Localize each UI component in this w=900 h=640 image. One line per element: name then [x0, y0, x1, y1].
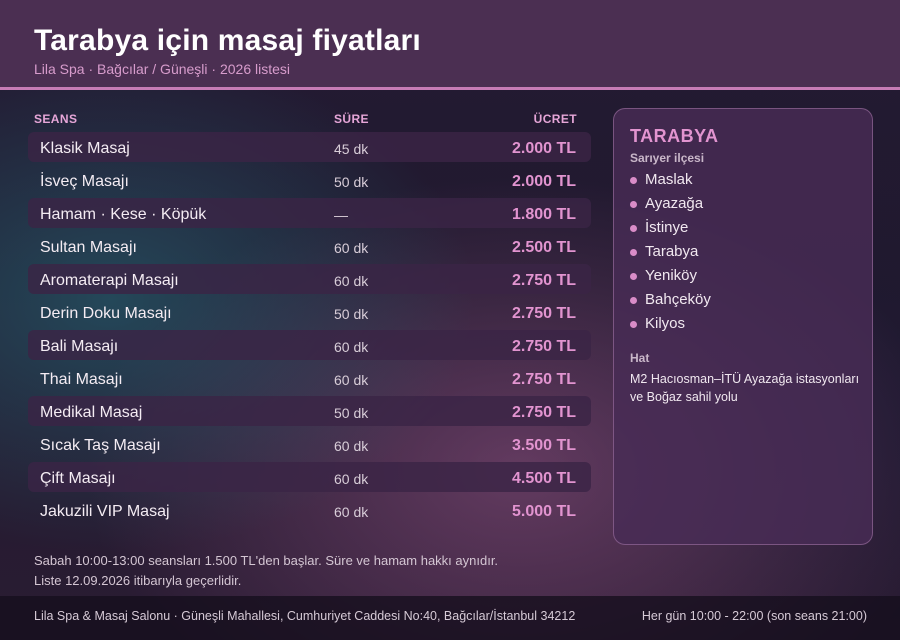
session-price: 2.750 TL: [511, 371, 576, 388]
session-name: Jakuzili VIP Masaj: [40, 503, 170, 520]
county-label: Sarıyer ilçesi: [630, 151, 705, 165]
bullet-icon: [630, 297, 637, 304]
table-row: Jakuzili VIP Masaj 60 dk 5.000 TL: [28, 495, 591, 528]
session-price: 2.000 TL: [511, 140, 576, 157]
bullet-icon: [630, 177, 637, 184]
list-item: Maslak: [630, 171, 711, 195]
session-duration: 60 dk: [334, 471, 369, 487]
session-price: 2.750 TL: [511, 338, 576, 355]
table-row: Sultan Masajı 60 dk 2.500 TL: [28, 231, 591, 264]
session-duration: 60 dk: [334, 438, 369, 454]
price-table: Klasik Masaj 45 dk 2.000 TL İsveç Masajı…: [28, 132, 591, 528]
district-info-panel: TARABYA Sarıyer ilçesi Maslak Ayazağa İs…: [613, 108, 873, 545]
session-duration: 60 dk: [334, 240, 369, 256]
table-row: Derin Doku Masajı 50 dk 2.750 TL: [28, 297, 591, 330]
neighborhood-name: Tarabya: [645, 243, 699, 260]
session-duration: 50 dk: [334, 405, 369, 421]
note-line: Sabah 10:00-13:00 seansları 1.500 TL'den…: [34, 553, 499, 568]
session-name: Sultan Masajı: [40, 239, 137, 256]
session-name: Klasik Masaj: [40, 140, 130, 157]
table-row: İsveç Masajı 50 dk 2.000 TL: [28, 165, 591, 198]
session-name: Hamam · Kese · Köpük: [40, 206, 207, 223]
session-price: 5.000 TL: [511, 503, 576, 520]
table-row: Aromaterapi Masajı 60 dk 2.750 TL: [28, 264, 591, 294]
footer-address: Lila Spa & Masaj Salonu · Güneşli Mahall…: [34, 609, 576, 623]
bullet-icon: [630, 201, 637, 208]
table-row: Hamam · Kese · Köpük — 1.800 TL: [28, 198, 591, 228]
column-header-price: ÜCRET: [533, 112, 577, 126]
session-price: 2.750 TL: [511, 272, 576, 289]
session-price: 4.500 TL: [511, 470, 576, 487]
bullet-icon: [630, 225, 637, 232]
session-name: Medikal Masaj: [40, 404, 143, 421]
session-name: Sıcak Taş Masajı: [40, 437, 161, 454]
footer-hours: Her gün 10:00 - 22:00 (son seans 21:00): [641, 609, 867, 623]
table-row: Bali Masajı 60 dk 2.750 TL: [28, 330, 591, 360]
transit-heading: Hat: [630, 351, 650, 365]
session-name: Bali Masajı: [40, 338, 119, 355]
session-price: 2.500 TL: [511, 239, 576, 256]
session-price: 2.750 TL: [511, 305, 576, 322]
column-header-duration: SÜRE: [334, 112, 369, 126]
session-name: Thai Masajı: [40, 371, 123, 388]
session-price: 1.800 TL: [511, 206, 576, 223]
list-item: Ayazağa: [630, 195, 711, 219]
session-duration: 45 dk: [334, 141, 369, 157]
neighborhood-list: Maslak Ayazağa İstinye Tarabya Yeniköy B…: [630, 171, 711, 339]
session-duration: 60 dk: [334, 504, 369, 520]
session-price: 2.000 TL: [511, 173, 576, 190]
page-subtitle: Lila Spa · Bağcılar / Güneşli · 2026 lis…: [34, 61, 291, 77]
neighborhood-name: Bahçeköy: [645, 291, 711, 308]
table-row: Çift Masajı 60 dk 4.500 TL: [28, 462, 591, 492]
page-footer: Lila Spa & Masaj Salonu · Güneşli Mahall…: [0, 596, 900, 640]
page-header: Tarabya için masaj fiyatları Lila Spa · …: [0, 0, 900, 90]
bullet-icon: [630, 249, 637, 256]
session-name: Aromaterapi Masajı: [40, 272, 179, 289]
session-duration: 60 dk: [334, 339, 369, 355]
district-name: TARABYA: [630, 126, 719, 146]
list-item: Yeniköy: [630, 267, 711, 291]
table-row: Sıcak Taş Masajı 60 dk 3.500 TL: [28, 429, 591, 462]
neighborhood-name: Kilyos: [645, 315, 686, 332]
page-title: Tarabya için masaj fiyatları: [34, 24, 421, 57]
list-item: Bahçeköy: [630, 291, 711, 315]
column-header-session: SEANS: [34, 112, 78, 126]
neighborhood-name: Yeniköy: [645, 267, 697, 284]
list-item: Tarabya: [630, 243, 711, 267]
note-line: Liste 12.09.2026 itibarıyla geçerlidir.: [34, 573, 242, 588]
session-duration: 50 dk: [334, 306, 369, 322]
bullet-icon: [630, 321, 637, 328]
session-duration: 60 dk: [334, 372, 369, 388]
bullet-icon: [630, 273, 637, 280]
session-price: 2.750 TL: [511, 404, 576, 421]
session-name: İsveç Masajı: [40, 173, 129, 190]
neighborhood-name: Maslak: [645, 171, 693, 188]
neighborhood-name: Ayazağa: [645, 195, 704, 212]
list-item: Kilyos: [630, 315, 711, 339]
session-duration: 60 dk: [334, 273, 369, 289]
session-name: Çift Masajı: [40, 470, 116, 487]
list-item: İstinye: [630, 219, 711, 243]
session-duration: 50 dk: [334, 174, 369, 190]
price-notes: Sabah 10:00-13:00 seansları 1.500 TL'den…: [34, 551, 498, 591]
session-price: 3.500 TL: [511, 437, 576, 454]
session-name: Derin Doku Masajı: [40, 305, 172, 322]
table-row: Thai Masajı 60 dk 2.750 TL: [28, 363, 591, 396]
session-duration: —: [334, 207, 348, 223]
table-row: Klasik Masaj 45 dk 2.000 TL: [28, 132, 591, 162]
price-table-header: SEANS SÜRE ÜCRET: [28, 110, 591, 128]
transit-text: M2 Hacıosman–İTÜ Ayazağa istasyonları ve…: [630, 372, 860, 404]
table-row: Medikal Masaj 50 dk 2.750 TL: [28, 396, 591, 426]
neighborhood-name: İstinye: [645, 219, 689, 236]
